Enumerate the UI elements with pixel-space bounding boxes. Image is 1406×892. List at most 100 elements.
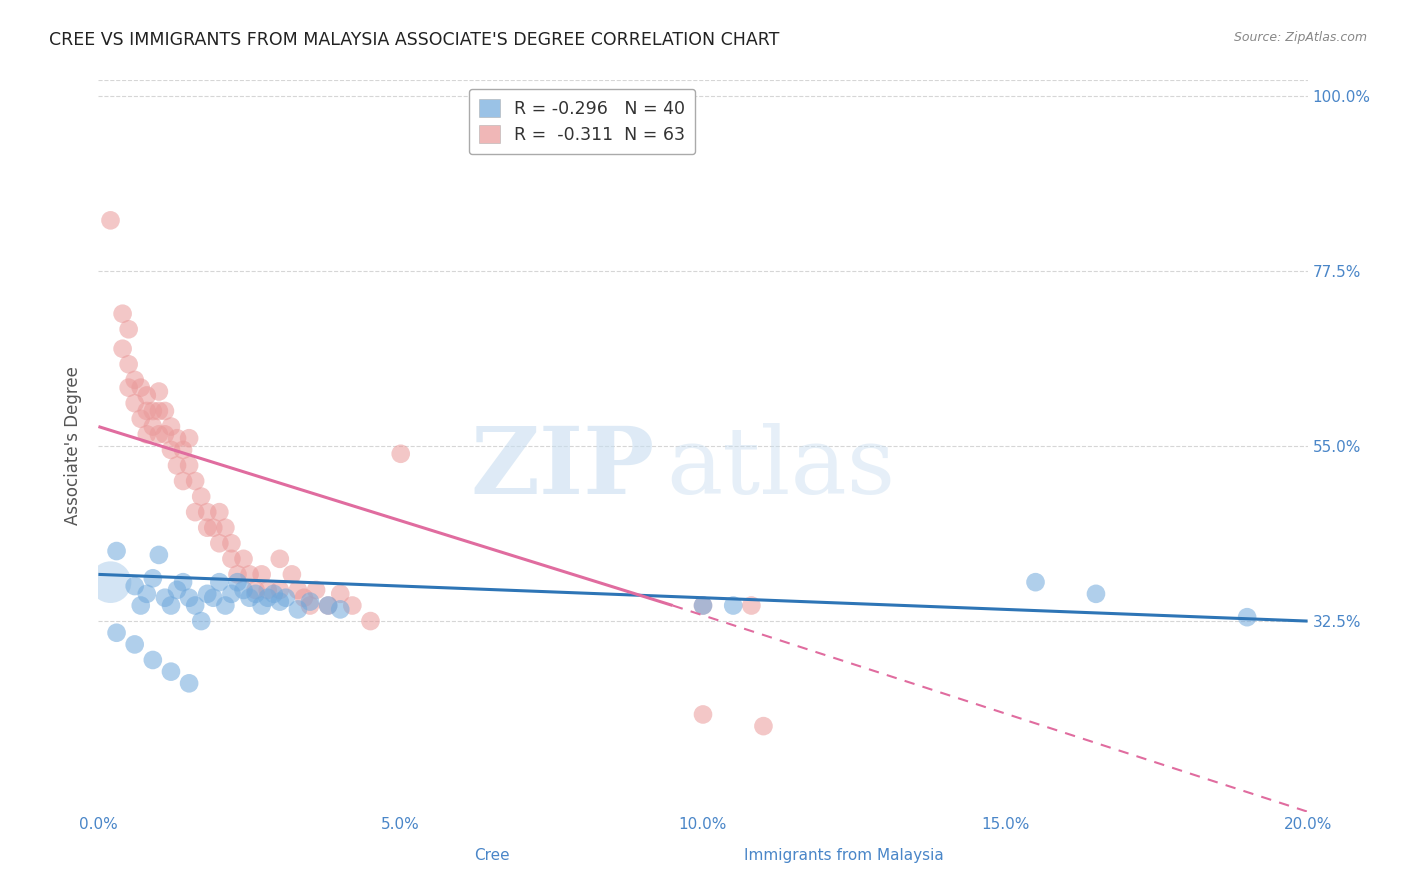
- Point: [179, 431, 201, 445]
- Point: [160, 442, 183, 457]
- Point: [166, 458, 188, 473]
- Point: [172, 474, 194, 488]
- Point: [135, 427, 157, 442]
- Point: [221, 536, 243, 550]
- Point: [226, 567, 249, 582]
- Point: [179, 591, 201, 605]
- Legend: R = -0.296   N = 40, R =  -0.311  N = 63: R = -0.296 N = 40, R = -0.311 N = 63: [468, 89, 696, 154]
- Text: Immigrants from Malaysia: Immigrants from Malaysia: [744, 848, 943, 863]
- Point: [124, 373, 146, 387]
- Point: [184, 474, 207, 488]
- Point: [135, 388, 157, 402]
- Point: [100, 213, 122, 227]
- Point: [245, 582, 267, 597]
- Point: [135, 404, 157, 418]
- Point: [195, 587, 218, 601]
- Point: [226, 575, 249, 590]
- Point: [740, 599, 762, 613]
- Point: [148, 404, 170, 418]
- Point: [111, 342, 134, 356]
- Y-axis label: Associate's Degree: Associate's Degree: [65, 367, 83, 525]
- Point: [752, 719, 775, 733]
- Point: [142, 404, 165, 418]
- Point: [299, 594, 322, 608]
- Point: [232, 582, 254, 597]
- Point: [208, 536, 231, 550]
- Point: [166, 582, 188, 597]
- Point: [692, 707, 714, 722]
- Point: [274, 591, 297, 605]
- Point: [269, 551, 291, 566]
- Point: [172, 575, 194, 590]
- Point: [221, 551, 243, 566]
- Point: [316, 599, 339, 613]
- Point: [1236, 610, 1258, 624]
- Point: [100, 575, 122, 590]
- Point: [172, 442, 194, 457]
- Point: [105, 544, 128, 558]
- Point: [202, 521, 225, 535]
- Point: [184, 599, 207, 613]
- Point: [142, 653, 165, 667]
- Point: [153, 427, 176, 442]
- Point: [179, 676, 201, 690]
- Point: [118, 381, 141, 395]
- Point: [184, 505, 207, 519]
- Point: [239, 567, 262, 582]
- Point: [342, 599, 364, 613]
- Text: ZIP: ZIP: [471, 423, 655, 513]
- Point: [221, 587, 243, 601]
- Point: [329, 587, 352, 601]
- Point: [208, 575, 231, 590]
- Point: [195, 521, 218, 535]
- Point: [179, 458, 201, 473]
- Point: [195, 505, 218, 519]
- Point: [692, 599, 714, 613]
- Point: [389, 447, 412, 461]
- Point: [153, 591, 176, 605]
- Point: [129, 411, 152, 425]
- Point: [118, 357, 141, 371]
- Point: [1085, 587, 1108, 601]
- Point: [287, 602, 309, 616]
- Point: [299, 599, 322, 613]
- Point: [287, 582, 309, 597]
- Point: [135, 587, 157, 601]
- Point: [214, 599, 236, 613]
- Point: [281, 567, 304, 582]
- Point: [142, 419, 165, 434]
- Point: [148, 384, 170, 399]
- Text: CREE VS IMMIGRANTS FROM MALAYSIA ASSOCIATE'S DEGREE CORRELATION CHART: CREE VS IMMIGRANTS FROM MALAYSIA ASSOCIA…: [49, 31, 779, 49]
- Point: [111, 307, 134, 321]
- Point: [232, 551, 254, 566]
- Point: [124, 579, 146, 593]
- Point: [256, 582, 278, 597]
- Point: [190, 614, 212, 628]
- Point: [692, 599, 714, 613]
- Text: Source: ZipAtlas.com: Source: ZipAtlas.com: [1233, 31, 1367, 45]
- Point: [269, 594, 291, 608]
- Text: atlas: atlas: [666, 423, 896, 513]
- Point: [166, 431, 188, 445]
- Point: [329, 602, 352, 616]
- Point: [208, 505, 231, 519]
- Point: [129, 599, 152, 613]
- Point: [105, 625, 128, 640]
- Point: [360, 614, 382, 628]
- Point: [250, 567, 273, 582]
- Point: [160, 665, 183, 679]
- Point: [1024, 575, 1046, 590]
- Point: [142, 571, 165, 585]
- Point: [723, 599, 745, 613]
- Point: [124, 637, 146, 651]
- Point: [124, 396, 146, 410]
- Point: [245, 587, 267, 601]
- Point: [269, 582, 291, 597]
- Point: [148, 548, 170, 562]
- Point: [190, 490, 212, 504]
- Point: [292, 591, 315, 605]
- Point: [129, 381, 152, 395]
- Point: [263, 587, 285, 601]
- Point: [256, 591, 278, 605]
- Point: [148, 427, 170, 442]
